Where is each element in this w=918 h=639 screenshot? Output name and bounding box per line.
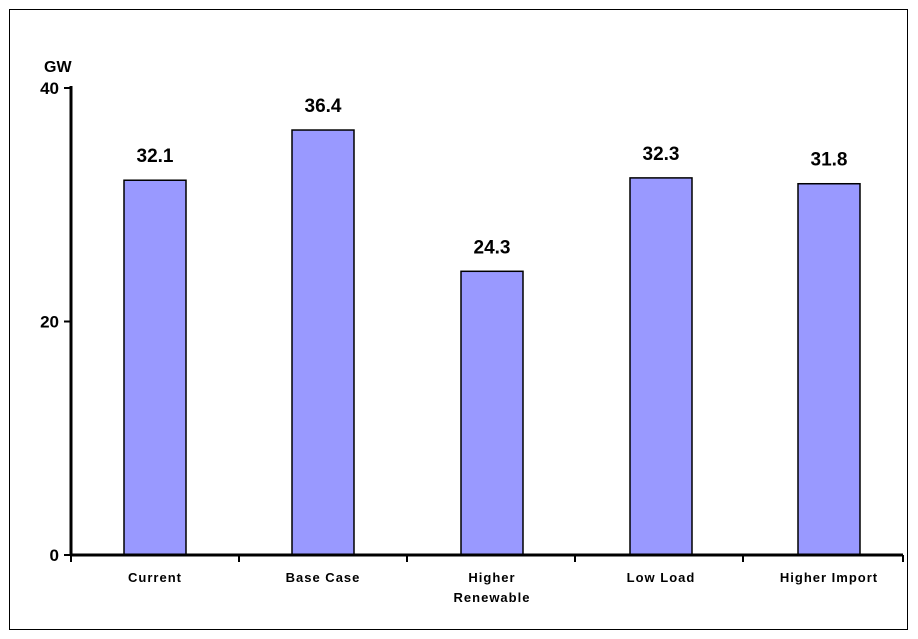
y-tick-label-1: 20 [40,313,59,332]
data-label-0: 32.1 [137,146,174,167]
data-label-3: 32.3 [643,144,680,165]
y-tick-label-2: 40 [40,79,59,98]
bar-0 [123,179,187,556]
x-tick-label-3-0: Low Load [627,570,696,585]
bar-1 [291,129,355,556]
x-tick-label-0-0: Current [128,570,182,585]
plot-area: 0 20 40 32.1 36.4 24.3 32.3 31.8 Current Base Cas… [40,79,904,605]
data-label-4: 31.8 [811,150,848,171]
chart-frame [9,9,908,630]
bar-4 [797,182,861,556]
x-tick-label-2-0: Higher [468,570,515,585]
bar-2 [460,270,524,556]
x-tick-label-1-0: Base Case [286,570,361,585]
x-tick-label-4-0: Higher Import [780,570,878,585]
y-axis-unit-label: GW [44,59,72,76]
x-tick-label-2-1: Renewable [454,590,531,605]
data-label-2: 24.3 [474,237,511,258]
y-tick-label-0: 0 [50,546,59,565]
data-label-1: 36.4 [305,96,342,117]
bar-3 [629,177,693,556]
